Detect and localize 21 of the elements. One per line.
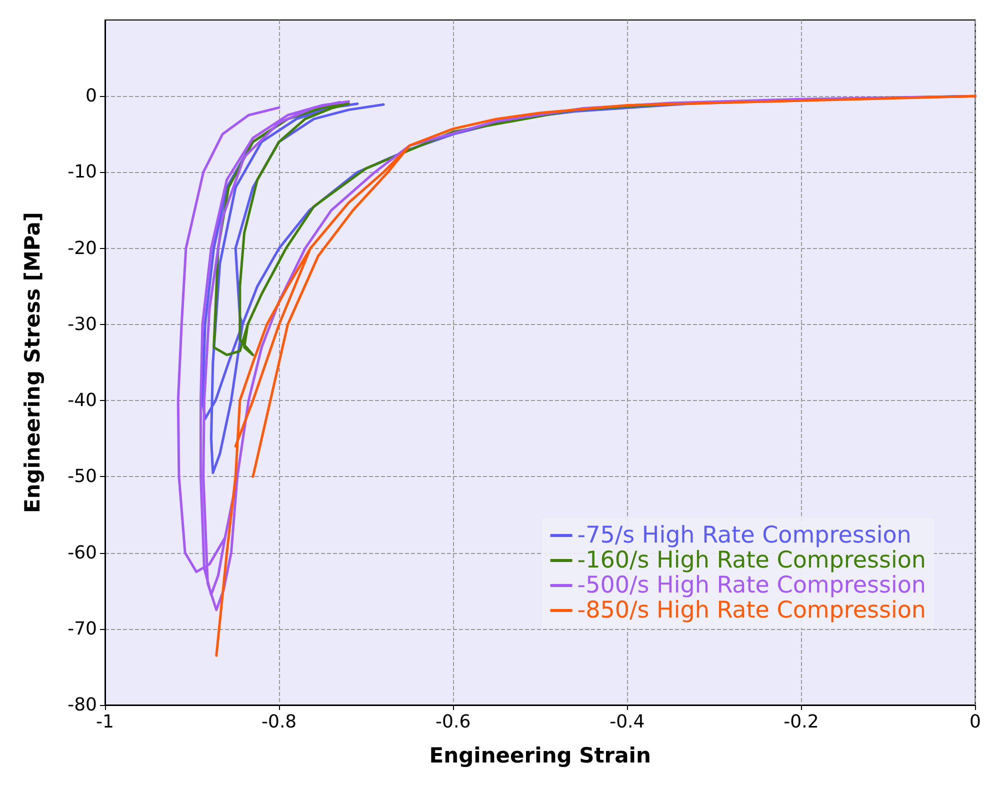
y-axis-title: Engineering Stress [MPa] — [20, 212, 44, 513]
x-tick-label: -0.4 — [610, 712, 645, 732]
y-tick-label: -40 — [68, 390, 97, 412]
y-tick-label: -70 — [68, 618, 97, 640]
legend-label: -500/s High Rate Compression — [577, 572, 926, 598]
legend-label: -850/s High Rate Compression — [577, 598, 926, 624]
y-tick-label: -30 — [68, 314, 97, 335]
legend-label: -75/s High Rate Compression — [577, 522, 912, 548]
y-tick-label: 0 — [86, 86, 97, 107]
y-tick-label: -20 — [68, 238, 97, 259]
x-tick-label: -0.2 — [784, 712, 819, 732]
y-tick-label: -60 — [68, 542, 97, 564]
x-tick-label: -0.8 — [261, 712, 297, 732]
x-tick-label: 0 — [970, 712, 981, 732]
y-tick-label: -10 — [68, 162, 97, 183]
x-tick-label: -1 — [96, 712, 114, 732]
x-tick-label: -0.6 — [436, 712, 471, 732]
y-tick-label: -80 — [68, 694, 97, 716]
legend-label: -160/s High Rate Compression — [577, 548, 926, 574]
x-axis-title: Engineering Strain — [429, 744, 651, 768]
y-tick-label: -50 — [68, 466, 97, 488]
